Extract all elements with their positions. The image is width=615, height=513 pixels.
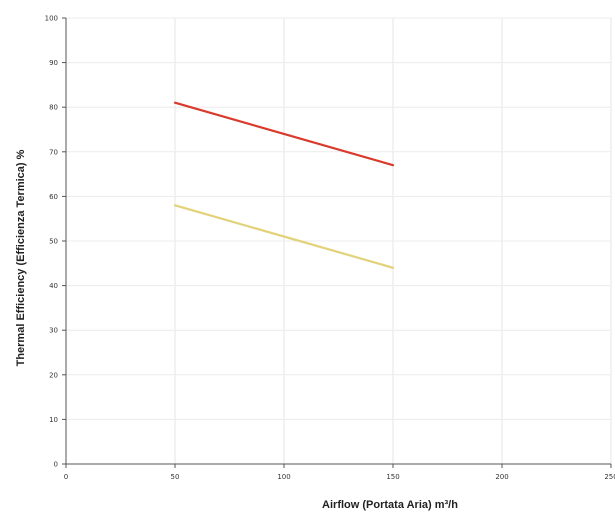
y-tick-label-60: 60 [49,193,58,201]
series-group [173,101,395,269]
y-tick-label-90: 90 [49,59,58,67]
series-line-1 [173,101,395,167]
y-tick-label-0: 0 [54,461,58,469]
axes [62,17,612,468]
y-tick-label-100: 100 [45,15,58,23]
x-tick-label-200: 200 [495,473,508,481]
x-tick-label-50: 50 [171,473,180,481]
y-tick-label-50: 50 [49,238,58,246]
y-tick-label-80: 80 [49,104,58,112]
tick-labels: 0 10 20 30 40 50 60 70 80 90 100 0 50 100 150 200 250 [45,15,615,482]
y-tick-label-70: 70 [49,148,58,156]
y-tick-label-40: 40 [49,282,58,290]
grid [66,17,612,464]
y-tick-label-10: 10 [49,416,58,424]
x-axis-title: Airflow (Portata Aria) m³/h [322,499,458,511]
y-tick-label-20: 20 [49,371,58,379]
x-tick-label-100: 100 [277,473,290,481]
x-tick-label-0: 0 [64,473,68,481]
series-line-2 [173,204,395,269]
x-tick-label-150: 150 [386,473,399,481]
y-tick-label-30: 30 [49,327,58,335]
x-tick-label-250: 250 [604,473,615,481]
y-axis-title: Thermal Efficiency (Efficienza Termica) … [15,149,27,366]
